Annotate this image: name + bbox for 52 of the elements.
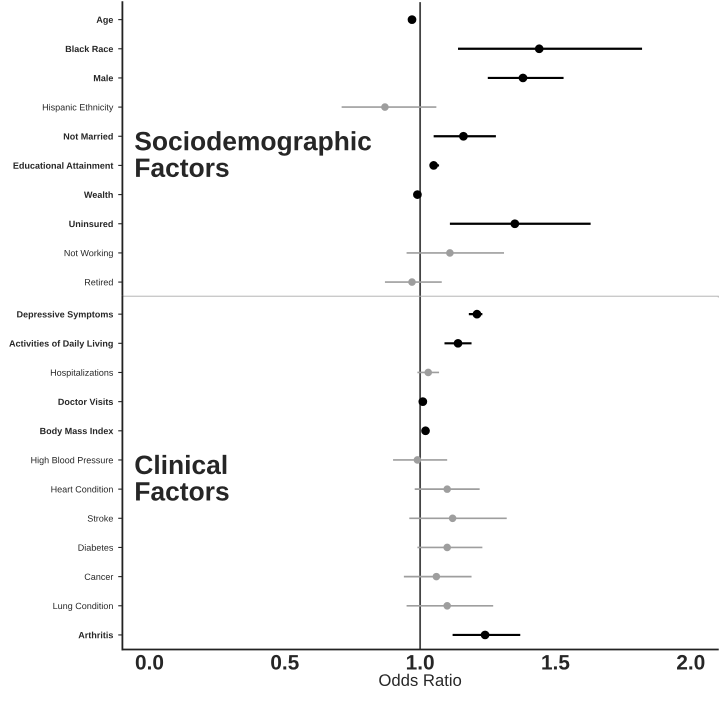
- point: [446, 249, 454, 257]
- y-tick-label: Not Working: [64, 250, 113, 258]
- point: [429, 161, 438, 170]
- point: [414, 456, 422, 464]
- y-tick-label: Arthritis: [78, 632, 114, 638]
- y-tick-label: Educational Attainment: [14, 162, 114, 169]
- point: [421, 426, 430, 436]
- point: [408, 278, 416, 286]
- y-tick-label: Hispanic Ethnicity: [42, 104, 114, 112]
- point: [518, 74, 528, 82]
- y-tick-label: Diabetes: [78, 544, 114, 551]
- point: [413, 190, 422, 199]
- point: [432, 572, 440, 580]
- y-tick-label: Black Race: [66, 46, 114, 52]
- y-tick-label: Depressive Symptoms: [17, 310, 114, 320]
- y-tick-label: Heart Condition: [51, 486, 113, 492]
- y-tick-label: Not Married: [64, 132, 113, 140]
- annotation: Sociodemographic Factors: [135, 131, 372, 178]
- point: [443, 485, 451, 493]
- x-tick-label: 0.5: [271, 654, 299, 670]
- point: [454, 338, 462, 348]
- x-tick-label: 2.0: [677, 654, 704, 670]
- annotation: Clinical Factors: [135, 454, 229, 501]
- point: [472, 310, 482, 319]
- point: [424, 368, 432, 376]
- y-tick-label: Lung Condition: [53, 602, 113, 611]
- y-tick-label: Retired: [85, 278, 113, 286]
- point: [443, 544, 451, 552]
- y-tick-label: High Blood Pressure: [31, 456, 113, 466]
- y-tick-label: Hospitalizations: [50, 369, 114, 378]
- y-tick-label: Uninsured: [69, 220, 113, 228]
- point: [480, 630, 490, 640]
- y-tick-label: Body Mass Index: [40, 428, 114, 436]
- y-tick-label: Age: [96, 16, 114, 25]
- point: [510, 219, 520, 228]
- y-tick-label: Cancer: [84, 574, 114, 580]
- y-tick-label: Doctor Visits: [58, 398, 114, 405]
- y-tick-label: Male: [94, 74, 114, 82]
- point: [443, 602, 451, 610]
- point: [418, 397, 428, 406]
- point: [381, 103, 389, 111]
- x-axis-title: Odds Ratio: [379, 674, 462, 686]
- point: [459, 132, 468, 141]
- point: [448, 514, 456, 522]
- x-tick-label: 1.0: [406, 654, 434, 670]
- y-tick-label: Stroke: [88, 515, 113, 522]
- y-tick-label: Wealth: [84, 191, 113, 198]
- point: [408, 15, 416, 24]
- x-tick-label: 0.0: [136, 654, 164, 670]
- point: [534, 44, 544, 54]
- y-tick-label: Activities of Daily Living: [9, 340, 113, 348]
- x-tick-label: 1.5: [542, 655, 570, 670]
